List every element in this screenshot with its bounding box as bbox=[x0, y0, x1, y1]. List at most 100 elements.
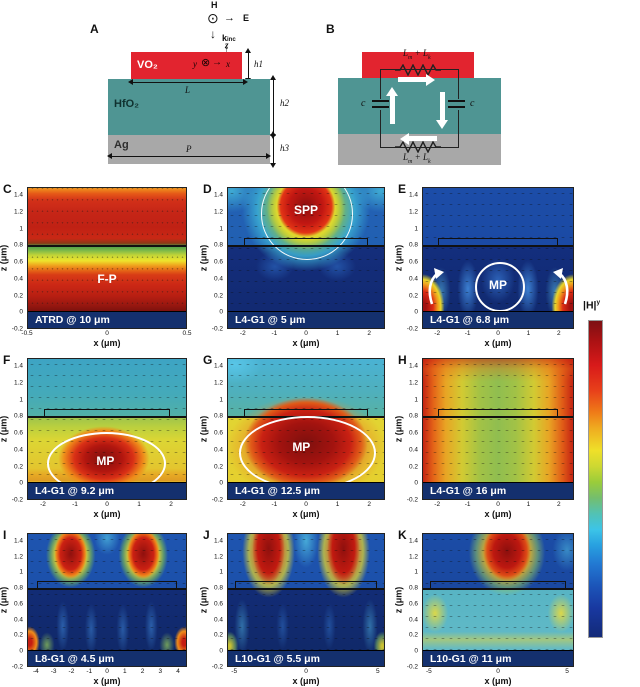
h-field-label: H bbox=[211, 0, 218, 10]
condition-strip: L8-G1 @ 4.5 μm bbox=[28, 650, 186, 666]
current-arrow-up bbox=[390, 96, 395, 124]
panel-letter-C2: C bbox=[3, 182, 12, 196]
annotation-mp: MP bbox=[489, 277, 507, 292]
h3-label: h3 bbox=[280, 143, 289, 153]
h1-dimension-arrow bbox=[244, 48, 252, 83]
bottom-inductor-label: Lm + Lk bbox=[403, 152, 431, 165]
z-axis-ticks: 1.4 1.2 1 0.8 0.6 0.4 0.2 0 -0.2 bbox=[406, 191, 418, 333]
P-dimension-arrow bbox=[107, 152, 271, 160]
grating-surface-line bbox=[423, 588, 573, 590]
heatmap-E: MP L4-G1 @ 6.8 μm bbox=[422, 187, 574, 329]
grating-surface-line bbox=[28, 588, 186, 590]
right-capacitor-plate-bottom bbox=[448, 106, 465, 109]
panel-J: J z (μm) 1.4 1.2 1 0.8 0.6 0.4 0.2 0 -0.2 L10-G1… bbox=[198, 528, 385, 686]
condition-strip: ATRD @ 10 μm bbox=[28, 311, 186, 328]
condition-strip: L4-G1 @ 16 μm bbox=[423, 482, 573, 499]
condition-strip: L4-G1 @ 6.8 μm bbox=[423, 311, 573, 328]
z-axis-arrow-icon: ↑ bbox=[224, 45, 229, 56]
heatmap-H: L4-G1 @ 16 μm bbox=[422, 358, 574, 500]
vo2-bar-outline bbox=[36, 581, 178, 589]
right-capacitor-gap bbox=[449, 99, 464, 110]
right-capacitor-label: c bbox=[470, 98, 475, 109]
x-axis-label: x (μm) bbox=[292, 676, 320, 686]
current-arrow-down bbox=[440, 92, 445, 120]
top-inductor-label: Lm + Lk bbox=[403, 48, 431, 61]
x-axis-ticks: -5 0 5 bbox=[426, 668, 569, 675]
right-capacitor-plate-top bbox=[448, 100, 465, 103]
current-arrow-left-head bbox=[400, 132, 409, 145]
L-label: L bbox=[185, 85, 191, 95]
grating-surface-line bbox=[228, 245, 384, 247]
panel-letter-H2: H bbox=[398, 353, 407, 367]
contour-dots bbox=[28, 188, 186, 312]
quiver-arrows bbox=[28, 534, 186, 651]
z-axis-schematic-label: z bbox=[225, 40, 229, 50]
heatmap-D: SPP L4-G1 @ 5 μm bbox=[227, 187, 385, 329]
x-axis-label: x (μm) bbox=[93, 338, 121, 348]
vo2-bar-outline bbox=[43, 409, 171, 417]
left-capacitor-label: c bbox=[361, 98, 366, 109]
z-axis-ticks: 1.4 1.2 1 0.8 0.6 0.4 0.2 0 -0.2 bbox=[406, 362, 418, 504]
annotation-mp: MP bbox=[292, 440, 311, 455]
vo2-bar-outline bbox=[235, 581, 377, 589]
ag-layer: Ag bbox=[108, 135, 270, 164]
e-arrow-icon: → bbox=[224, 12, 235, 24]
h2-dimension-arrow bbox=[269, 75, 277, 139]
panel-letter-J2: J bbox=[203, 528, 210, 542]
x-axis-ticks: -2 -1 0 1 2 bbox=[239, 330, 371, 337]
current-arrow-right bbox=[398, 77, 426, 82]
panel-K: K z (μm) 1.4 1.2 1 0.8 0.6 0.4 0.2 0 -0.2 L10-G1… bbox=[393, 528, 574, 686]
quiver-arrows bbox=[228, 534, 384, 651]
current-arrow-right-head bbox=[426, 73, 435, 86]
current-arrow-down-head bbox=[436, 120, 448, 129]
x-axis-arrow-icon: → bbox=[212, 57, 222, 68]
z-axis-ticks: 1.4 1.2 1 0.8 0.6 0.4 0.2 0 -0.2 bbox=[11, 537, 23, 671]
x-axis-ticks: -2 -1 0 1 2 bbox=[434, 501, 561, 508]
x-axis-ticks: -4 -3 -2 -1 0 1 2 3 4 bbox=[32, 668, 180, 675]
heatmap-C: F-P ATRD @ 10 μm bbox=[27, 187, 187, 329]
x-axis-schematic-label: x bbox=[226, 59, 230, 69]
x-axis-ticks: -2 -1 0 1 2 bbox=[40, 501, 173, 508]
x-axis-label: x (μm) bbox=[93, 509, 121, 519]
panel-letter-B: B bbox=[326, 22, 335, 36]
heatmap-G: MP L4-G1 @ 12.5 μm bbox=[227, 358, 385, 500]
mp-circulation-circle bbox=[475, 261, 525, 312]
grating-surface-line bbox=[28, 416, 186, 418]
panel-letter-F2: F bbox=[3, 353, 11, 367]
top-inductor-icon bbox=[395, 63, 441, 81]
h2-label: h2 bbox=[280, 98, 289, 108]
left-capacitor-gap bbox=[373, 99, 388, 110]
grating-surface-line bbox=[423, 416, 573, 418]
vo2-bar-outline bbox=[438, 238, 558, 246]
x-axis-label: x (μm) bbox=[484, 676, 512, 686]
panel-letter-A: A bbox=[90, 22, 99, 36]
z-axis-ticks: 1.4 1.2 1 0.8 0.6 0.4 0.2 0 -0.2 bbox=[211, 191, 223, 333]
k-inc-label: kinc bbox=[222, 33, 236, 44]
x-axis-ticks: -2 -1 0 1 2 bbox=[434, 330, 561, 337]
panel-D: D z (μm) 1.4 1.2 1 0.8 0.6 0.4 0.2 0 -0.2 SPP L4… bbox=[198, 182, 385, 348]
panel-G: G z (μm) 1.4 1.2 1 0.8 0.6 0.4 0.2 0 -0.2 MP L4-… bbox=[198, 353, 385, 519]
left-curved-arrow bbox=[425, 266, 447, 313]
x-axis-label: x (μm) bbox=[484, 509, 512, 519]
z-axis-ticks: 1.4 1.2 1 0.8 0.6 0.4 0.2 0 -0.2 bbox=[406, 537, 418, 671]
right-curved-arrow bbox=[550, 266, 572, 313]
heatmap-K: L10-G1 @ 11 μm bbox=[422, 533, 574, 667]
h1-label: h1 bbox=[254, 59, 263, 69]
heatmap-F: MP L4-G1 @ 9.2 μm bbox=[27, 358, 187, 500]
panel-I: I z (μm) 1.41.210.80.60.40.20-0.2 L8-G1 … bbox=[0, 528, 187, 686]
condition-strip: L4-G1 @ 9.2 μm bbox=[28, 482, 186, 499]
k-inc-arrow-icon: ↓ bbox=[210, 27, 216, 41]
hfo2-layer-b bbox=[338, 78, 501, 134]
grating-surface-line bbox=[423, 245, 573, 247]
panel-E: E z (μm) 1.4 1.2 1 0.8 0.6 0.4 0.2 0 -0.2 MP L4-… bbox=[393, 182, 574, 348]
panel-letter-K2: K bbox=[398, 528, 407, 542]
x-axis-label: x (μm) bbox=[93, 676, 121, 686]
panel-letter-G2: G bbox=[203, 353, 213, 367]
x-axis-ticks: -2 -1 0 1 2 bbox=[239, 501, 371, 508]
condition-strip: L4-G1 @ 5 μm bbox=[228, 311, 384, 328]
z-axis-ticks: 1.4 1.2 1 0.8 0.6 0.4 0.2 0 -0.2 bbox=[211, 362, 223, 504]
P-label: P bbox=[186, 144, 192, 154]
film-surface-line bbox=[28, 245, 186, 247]
current-arrow-left bbox=[409, 136, 437, 141]
